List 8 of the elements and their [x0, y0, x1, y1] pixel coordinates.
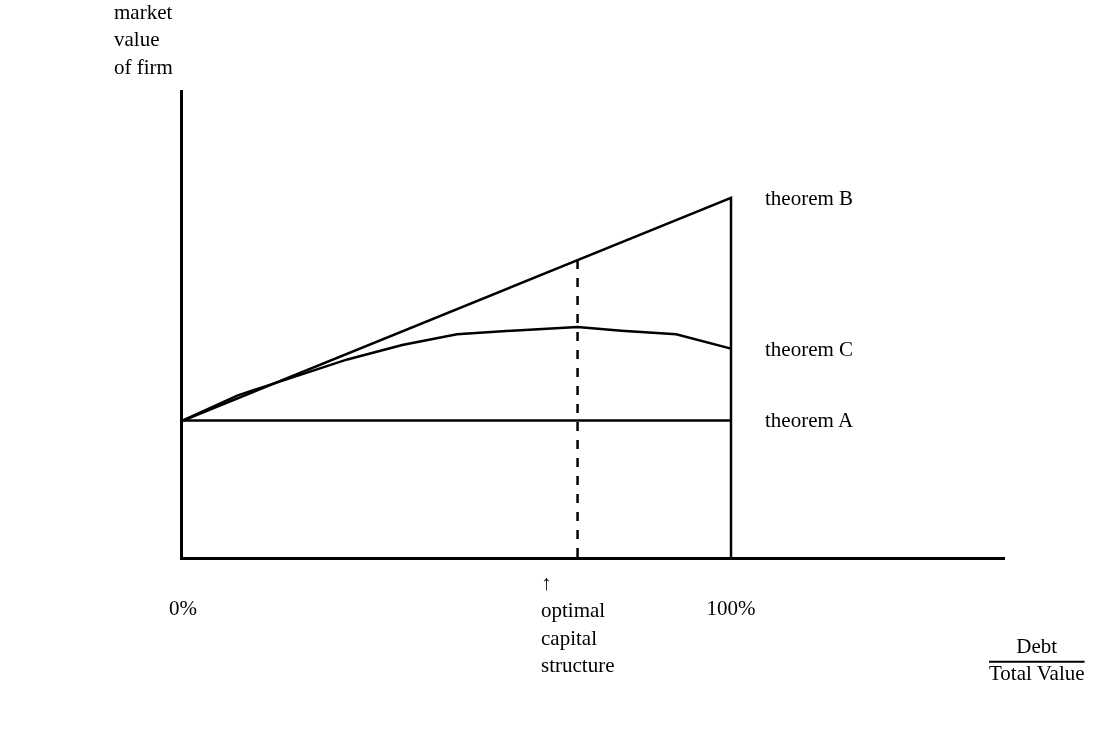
series-label: theorem C: [765, 337, 854, 361]
x-axis-title: Debt Total Value: [989, 634, 1085, 686]
x-tick-label: 0%: [169, 596, 197, 621]
series-label: theorem B: [765, 186, 854, 210]
text: market value of firm: [114, 0, 173, 79]
x-tick-label: 100%: [706, 596, 756, 621]
annotation: ↑ optimal capital structure: [541, 571, 615, 677]
series-label: theorem A: [765, 408, 854, 432]
